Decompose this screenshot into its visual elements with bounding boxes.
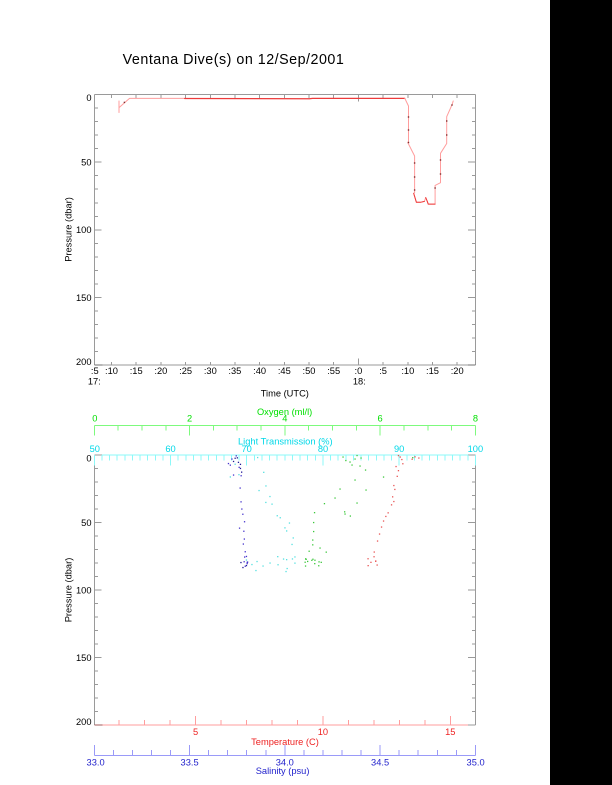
svg-text::40: :40	[253, 366, 266, 376]
svg-text::5: :5	[91, 366, 99, 376]
svg-text:2: 2	[187, 414, 192, 424]
svg-text:0: 0	[86, 454, 91, 464]
svg-text:0: 0	[92, 414, 97, 424]
svg-text:50: 50	[90, 444, 100, 454]
svg-text::20: :20	[154, 366, 167, 376]
svg-text:33.5: 33.5	[181, 757, 199, 767]
svg-text::50: :50	[303, 366, 316, 376]
svg-text:34.5: 34.5	[371, 757, 389, 767]
svg-text::15: :15	[426, 366, 439, 376]
svg-text:150: 150	[76, 293, 92, 303]
svg-text:34.0: 34.0	[276, 757, 294, 767]
svg-text:50: 50	[81, 518, 91, 528]
svg-text:8: 8	[473, 414, 478, 424]
svg-text:Oxygen (ml/l): Oxygen (ml/l)	[257, 407, 312, 417]
svg-text:150: 150	[76, 653, 92, 663]
svg-text:18:: 18:	[353, 377, 366, 387]
svg-text:33.0: 33.0	[87, 757, 105, 767]
svg-text:15: 15	[445, 727, 455, 737]
svg-text:17:: 17:	[88, 377, 101, 387]
svg-text::10: :10	[105, 366, 118, 376]
svg-text:100: 100	[76, 225, 92, 235]
svg-text::20: :20	[451, 366, 464, 376]
svg-text:Light Transmission (%): Light Transmission (%)	[238, 437, 333, 447]
svg-text:80: 80	[318, 444, 328, 454]
svg-text::5: :5	[379, 366, 387, 376]
svg-text:60: 60	[165, 444, 175, 454]
svg-text::55: :55	[327, 366, 340, 376]
svg-text:Time (UTC): Time (UTC)	[261, 389, 309, 399]
svg-text:6: 6	[378, 414, 383, 424]
svg-text::0: :0	[355, 366, 363, 376]
svg-text:35.0: 35.0	[467, 757, 485, 767]
svg-text:0: 0	[86, 93, 91, 103]
svg-text:5: 5	[193, 727, 198, 737]
svg-text:Pressure (dbar): Pressure (dbar)	[63, 197, 73, 262]
svg-text:10: 10	[318, 727, 328, 737]
svg-text:90: 90	[394, 444, 404, 454]
svg-text:100: 100	[76, 585, 92, 595]
svg-text::10: :10	[401, 366, 414, 376]
svg-text::15: :15	[130, 366, 143, 376]
svg-text::35: :35	[228, 366, 241, 376]
svg-text:Salinity (psu): Salinity (psu)	[256, 766, 310, 776]
svg-text:4: 4	[282, 414, 287, 424]
svg-text:Pressure (dbar): Pressure (dbar)	[63, 558, 73, 623]
svg-text:Ventana Dive(s) on 12/Sep/2001: Ventana Dive(s) on 12/Sep/2001	[123, 52, 345, 68]
svg-text::25: :25	[179, 366, 192, 376]
svg-text:200: 200	[76, 717, 92, 727]
svg-text:100: 100	[468, 444, 484, 454]
svg-text::30: :30	[204, 366, 217, 376]
svg-text:70: 70	[242, 444, 252, 454]
svg-text:Temperature (C): Temperature (C)	[251, 737, 319, 747]
svg-text:200: 200	[76, 357, 92, 367]
svg-text:50: 50	[81, 158, 91, 168]
svg-text::45: :45	[278, 366, 291, 376]
